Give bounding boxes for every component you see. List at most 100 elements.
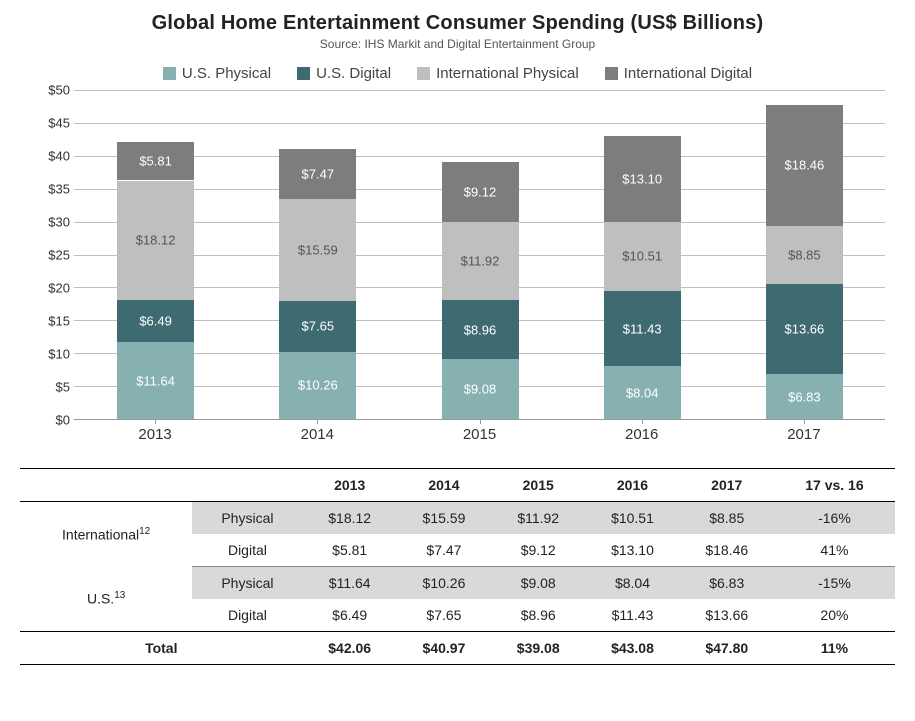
y-tick-label: $35: [48, 182, 70, 197]
table-row-label: Physical: [192, 502, 302, 535]
bar-segment-value: $6.83: [766, 389, 843, 404]
table-cell: $10.51: [585, 502, 679, 535]
plot-area: $11.64$6.49$18.12$5.81$10.26$7.65$15.59$…: [74, 90, 885, 420]
legend-label: International Digital: [624, 65, 752, 82]
table-header-cell: [20, 469, 192, 502]
x-tick-label: 2015: [463, 426, 496, 443]
table-cell: $7.47: [397, 534, 491, 567]
bar-segment: $5.81: [117, 142, 194, 180]
legend-swatch: [297, 67, 310, 80]
bar-segment: $7.47: [279, 149, 356, 198]
table-total-cell: $47.80: [680, 632, 774, 665]
chart-title: Global Home Entertainment Consumer Spend…: [20, 12, 895, 35]
table-group-label: International12: [20, 502, 192, 567]
bar-segment: $13.10: [604, 136, 681, 222]
bar-segment-value: $15.59: [279, 242, 356, 257]
table-header-cell: 2014: [397, 469, 491, 502]
x-tick-label: 2017: [787, 426, 820, 443]
table-row-label: Physical: [192, 567, 302, 600]
table-cell: $6.83: [680, 567, 774, 600]
bar-segment: $10.51: [604, 222, 681, 291]
table-cell: $8.96: [491, 599, 585, 632]
table-cell: $11.92: [491, 502, 585, 535]
bar-segment-value: $9.08: [442, 382, 519, 397]
bar-segment-value: $10.26: [279, 378, 356, 393]
legend-label: U.S. Physical: [182, 65, 271, 82]
legend-item: U.S. Digital: [297, 65, 391, 82]
table-header-cell: 2016: [585, 469, 679, 502]
bar-segment: $7.65: [279, 301, 356, 351]
legend-swatch: [163, 67, 176, 80]
x-axis: 20132014201520162017: [74, 420, 885, 450]
bar-segment: $8.85: [766, 226, 843, 284]
bar-segment-value: $8.85: [766, 248, 843, 263]
table-cell: $13.66: [680, 599, 774, 632]
bar-group: $6.83$13.66$8.85$18.46: [765, 90, 843, 419]
legend-item: U.S. Physical: [163, 65, 271, 82]
bar-segment: $8.96: [442, 300, 519, 359]
table-cell: $15.59: [397, 502, 491, 535]
bar-segment-value: $7.65: [279, 319, 356, 334]
table-group-label: U.S.13: [20, 567, 192, 632]
table-header-cell: 2013: [303, 469, 397, 502]
bar-segment: $6.49: [117, 300, 194, 343]
table-total-cell: $40.97: [397, 632, 491, 665]
bar-segment: $13.66: [766, 284, 843, 374]
bar-segment-value: $6.49: [117, 314, 194, 329]
bar-group: $9.08 $8.96 $11.92 $9.12: [441, 90, 519, 419]
bar-segment: $11.64: [117, 342, 194, 419]
bar-segment-value: $8.96: [442, 322, 519, 337]
table-total-label: Total: [20, 632, 303, 665]
legend-label: U.S. Digital: [316, 65, 391, 82]
y-tick-label: $45: [48, 116, 70, 131]
y-tick-label: $40: [48, 149, 70, 164]
y-tick-label: $10: [48, 347, 70, 362]
bar-segment-value: $7.47: [279, 167, 356, 182]
legend-swatch: [605, 67, 618, 80]
table-cell: $7.65: [397, 599, 491, 632]
x-tick-label: 2013: [138, 426, 171, 443]
table-cell: $5.81: [303, 534, 397, 567]
y-tick-label: $25: [48, 248, 70, 263]
table-header-cell: 2017: [680, 469, 774, 502]
table-cell: $9.08: [491, 567, 585, 600]
table-cell: $9.12: [491, 534, 585, 567]
legend-item: International Physical: [417, 65, 579, 82]
y-tick-label: $50: [48, 83, 70, 98]
bar-segment-value: $11.43: [604, 321, 681, 336]
bar-segment: $9.12: [442, 162, 519, 222]
bar-segment: $6.83: [766, 374, 843, 419]
bar-segment: $11.92: [442, 222, 519, 300]
bar-segment: $8.04: [604, 366, 681, 419]
table-header-cell: 17 vs. 16: [774, 469, 895, 502]
y-tick-label: $0: [56, 413, 70, 428]
table-cell: 41%: [774, 534, 895, 567]
table-cell: $8.04: [585, 567, 679, 600]
table-cell: $11.64: [303, 567, 397, 600]
bar-segment-value: $11.64: [117, 373, 194, 388]
bar-segment-value: $5.81: [117, 154, 194, 169]
bar-segment: $10.26: [279, 352, 356, 420]
x-tick-label: 2014: [301, 426, 334, 443]
bar-segment: $15.59: [279, 199, 356, 302]
bar-segment-value: $18.12: [117, 233, 194, 248]
legend-label: International Physical: [436, 65, 579, 82]
table-header-cell: 2015: [491, 469, 585, 502]
table-cell: -16%: [774, 502, 895, 535]
bar-group: $10.26 $7.65 $15.59 $7.47: [278, 90, 356, 419]
bar-segment: $9.08: [442, 359, 519, 419]
y-tick-label: $15: [48, 314, 70, 329]
bar-segment-value: $10.51: [604, 249, 681, 264]
table-cell: -15%: [774, 567, 895, 600]
bar-segment-value: $11.92: [442, 254, 519, 269]
table-total-cell: $43.08: [585, 632, 679, 665]
stacked-bar-chart: $0$5$10$15$20$25$30$35$40$45$50 $11.64$6…: [30, 90, 885, 450]
bar-segment-value: $8.04: [604, 385, 681, 400]
y-tick-label: $5: [56, 380, 70, 395]
table-cell: $18.12: [303, 502, 397, 535]
table-total-cell: 11%: [774, 632, 895, 665]
table-total-cell: $42.06: [303, 632, 397, 665]
bar-segment-value: $13.66: [766, 322, 843, 337]
bar-segment: $11.43: [604, 291, 681, 366]
bar-segment-value: $13.10: [604, 171, 681, 186]
